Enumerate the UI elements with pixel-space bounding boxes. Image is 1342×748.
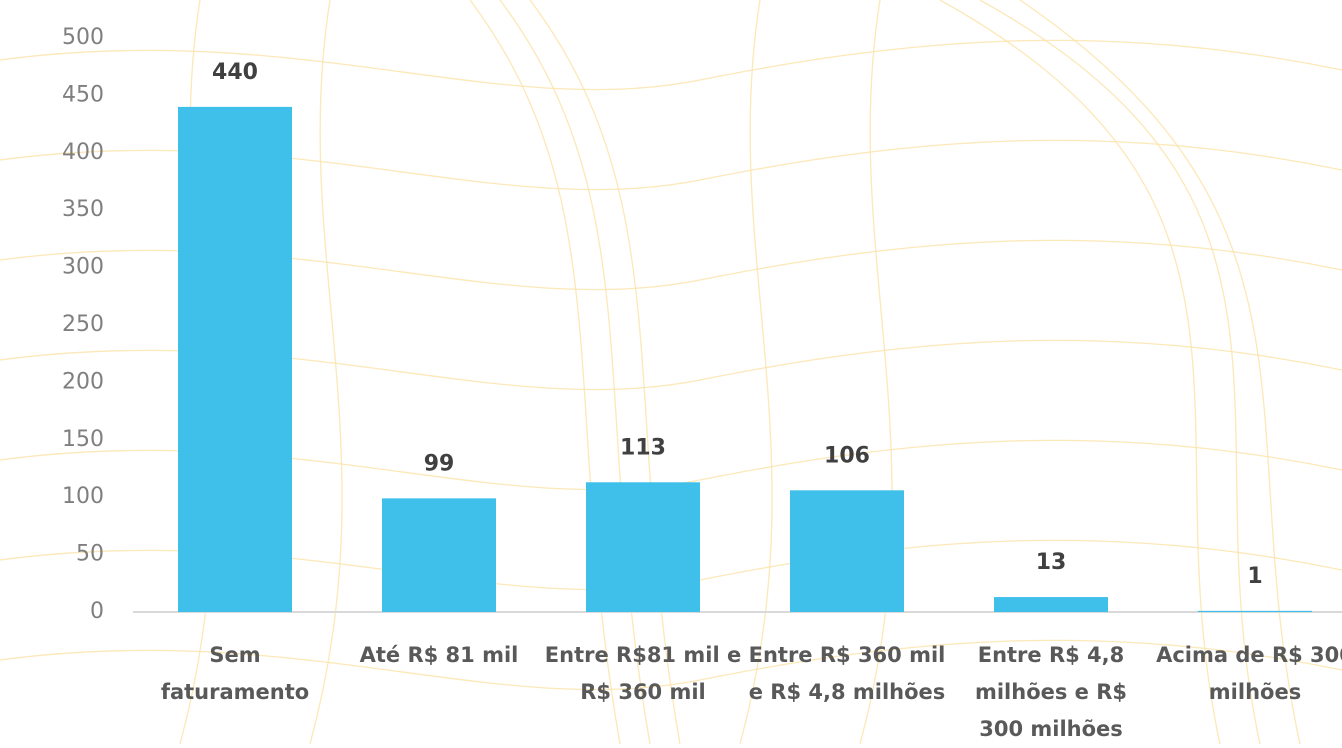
bar	[586, 482, 700, 612]
x-tick-label: Entre R$ 360 mil e R$ 4,8 milhões	[748, 643, 946, 704]
value-label: 1	[1247, 564, 1262, 589]
bar	[790, 490, 904, 612]
y-tick-label: 400	[62, 140, 104, 165]
y-tick-label: 500	[62, 25, 104, 50]
y-tick-label: 200	[62, 369, 104, 394]
x-tick-label: Sem faturamento	[160, 643, 310, 704]
x-tick-label: Até R$ 81 mil	[359, 643, 519, 667]
x-tick-label: Entre R$ 4,8 milhões e R$ 300 milhões	[974, 643, 1128, 741]
x-tick-label: Acima de R$ 300 milhões	[1156, 643, 1342, 704]
y-tick-label: 350	[62, 197, 104, 222]
value-label: 13	[1036, 550, 1067, 575]
bar	[382, 498, 496, 612]
y-tick-label: 250	[62, 312, 104, 337]
y-tick-label: 50	[76, 542, 104, 567]
y-tick-label: 0	[90, 599, 104, 624]
y-tick-label: 450	[62, 82, 104, 107]
bar	[178, 106, 292, 612]
value-label: 113	[620, 435, 666, 460]
bar	[994, 597, 1108, 612]
value-label: 99	[424, 451, 455, 476]
y-tick-label: 100	[62, 484, 104, 509]
y-tick-label: 300	[62, 255, 104, 280]
value-label: 440	[212, 60, 258, 85]
value-label: 106	[824, 443, 870, 468]
bar	[1198, 610, 1312, 612]
y-tick-label: 150	[62, 427, 104, 452]
x-tick-label: Entre R$81 mil e R$ 360 mil	[544, 643, 742, 704]
